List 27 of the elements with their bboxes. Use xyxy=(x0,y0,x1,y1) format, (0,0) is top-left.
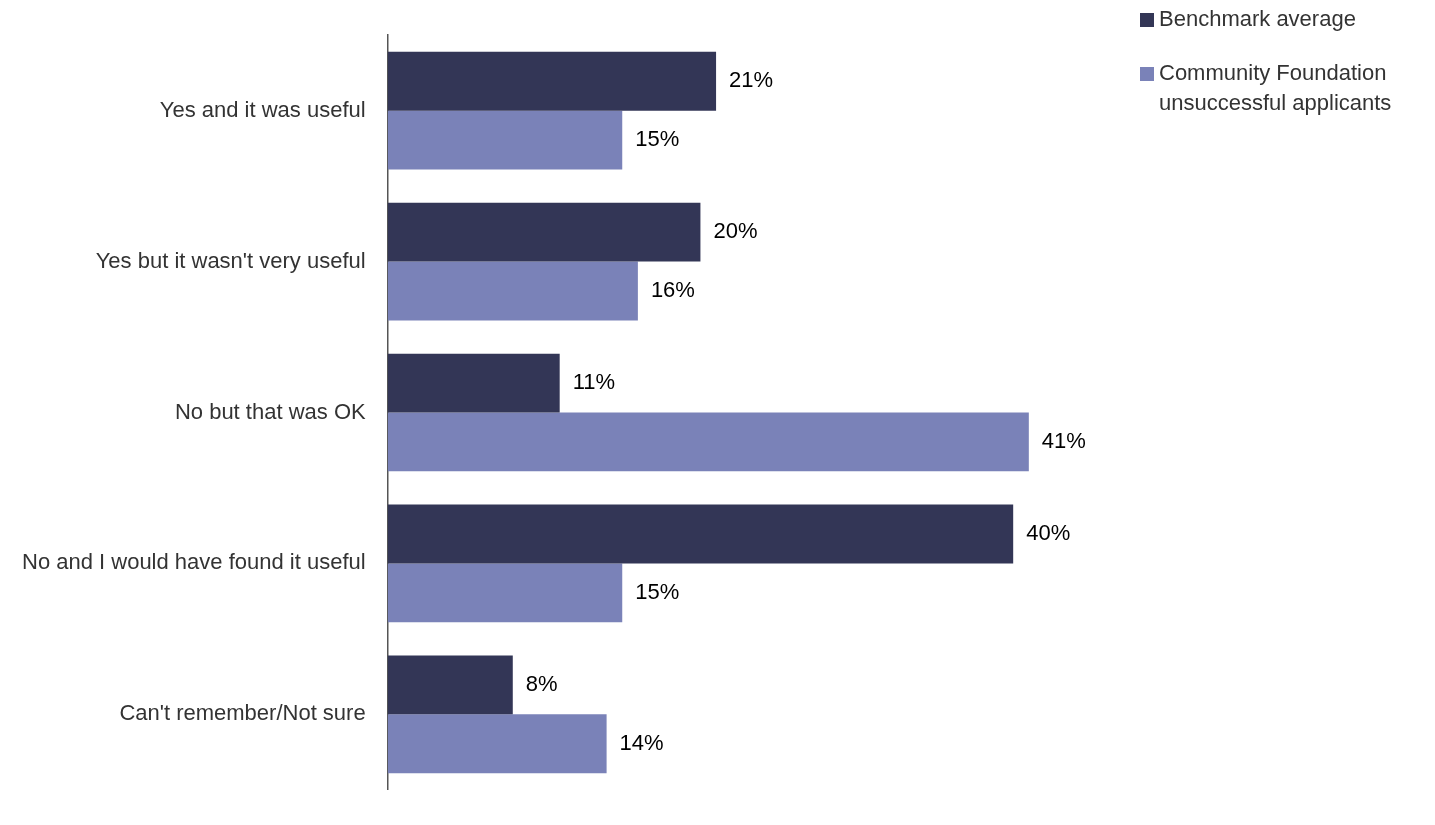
bar xyxy=(387,51,717,111)
legend-label: Community Foundation unsuccessful applicants xyxy=(1159,59,1393,117)
data-label: 16% xyxy=(650,277,695,303)
bar xyxy=(387,110,623,170)
data-label: 14% xyxy=(619,729,664,755)
y-tick-label: Yes and it was useful xyxy=(159,96,366,122)
data-label: 15% xyxy=(635,578,680,604)
bar xyxy=(387,202,701,262)
legend-label: Benchmark average xyxy=(1159,5,1357,33)
data-label: 11% xyxy=(572,369,616,395)
bar xyxy=(387,714,607,774)
bar xyxy=(387,353,560,413)
data-label: 40% xyxy=(1026,520,1071,546)
y-tick-label: No but that was OK xyxy=(174,398,366,424)
bar xyxy=(387,563,623,623)
bar xyxy=(387,412,1029,472)
bar xyxy=(387,261,638,321)
data-label: 41% xyxy=(1041,427,1086,453)
data-label: 21% xyxy=(729,67,774,93)
bar xyxy=(387,504,1014,564)
y-tick-label: No and I would have found it useful xyxy=(21,549,366,575)
bar xyxy=(387,655,513,715)
y-tick-label: Yes but it wasn't very useful xyxy=(95,247,366,273)
y-tick-label: Can't remember/Not sure xyxy=(119,700,366,726)
data-label: 15% xyxy=(635,126,680,152)
data-label: 20% xyxy=(713,218,758,244)
data-label: 8% xyxy=(525,670,558,696)
